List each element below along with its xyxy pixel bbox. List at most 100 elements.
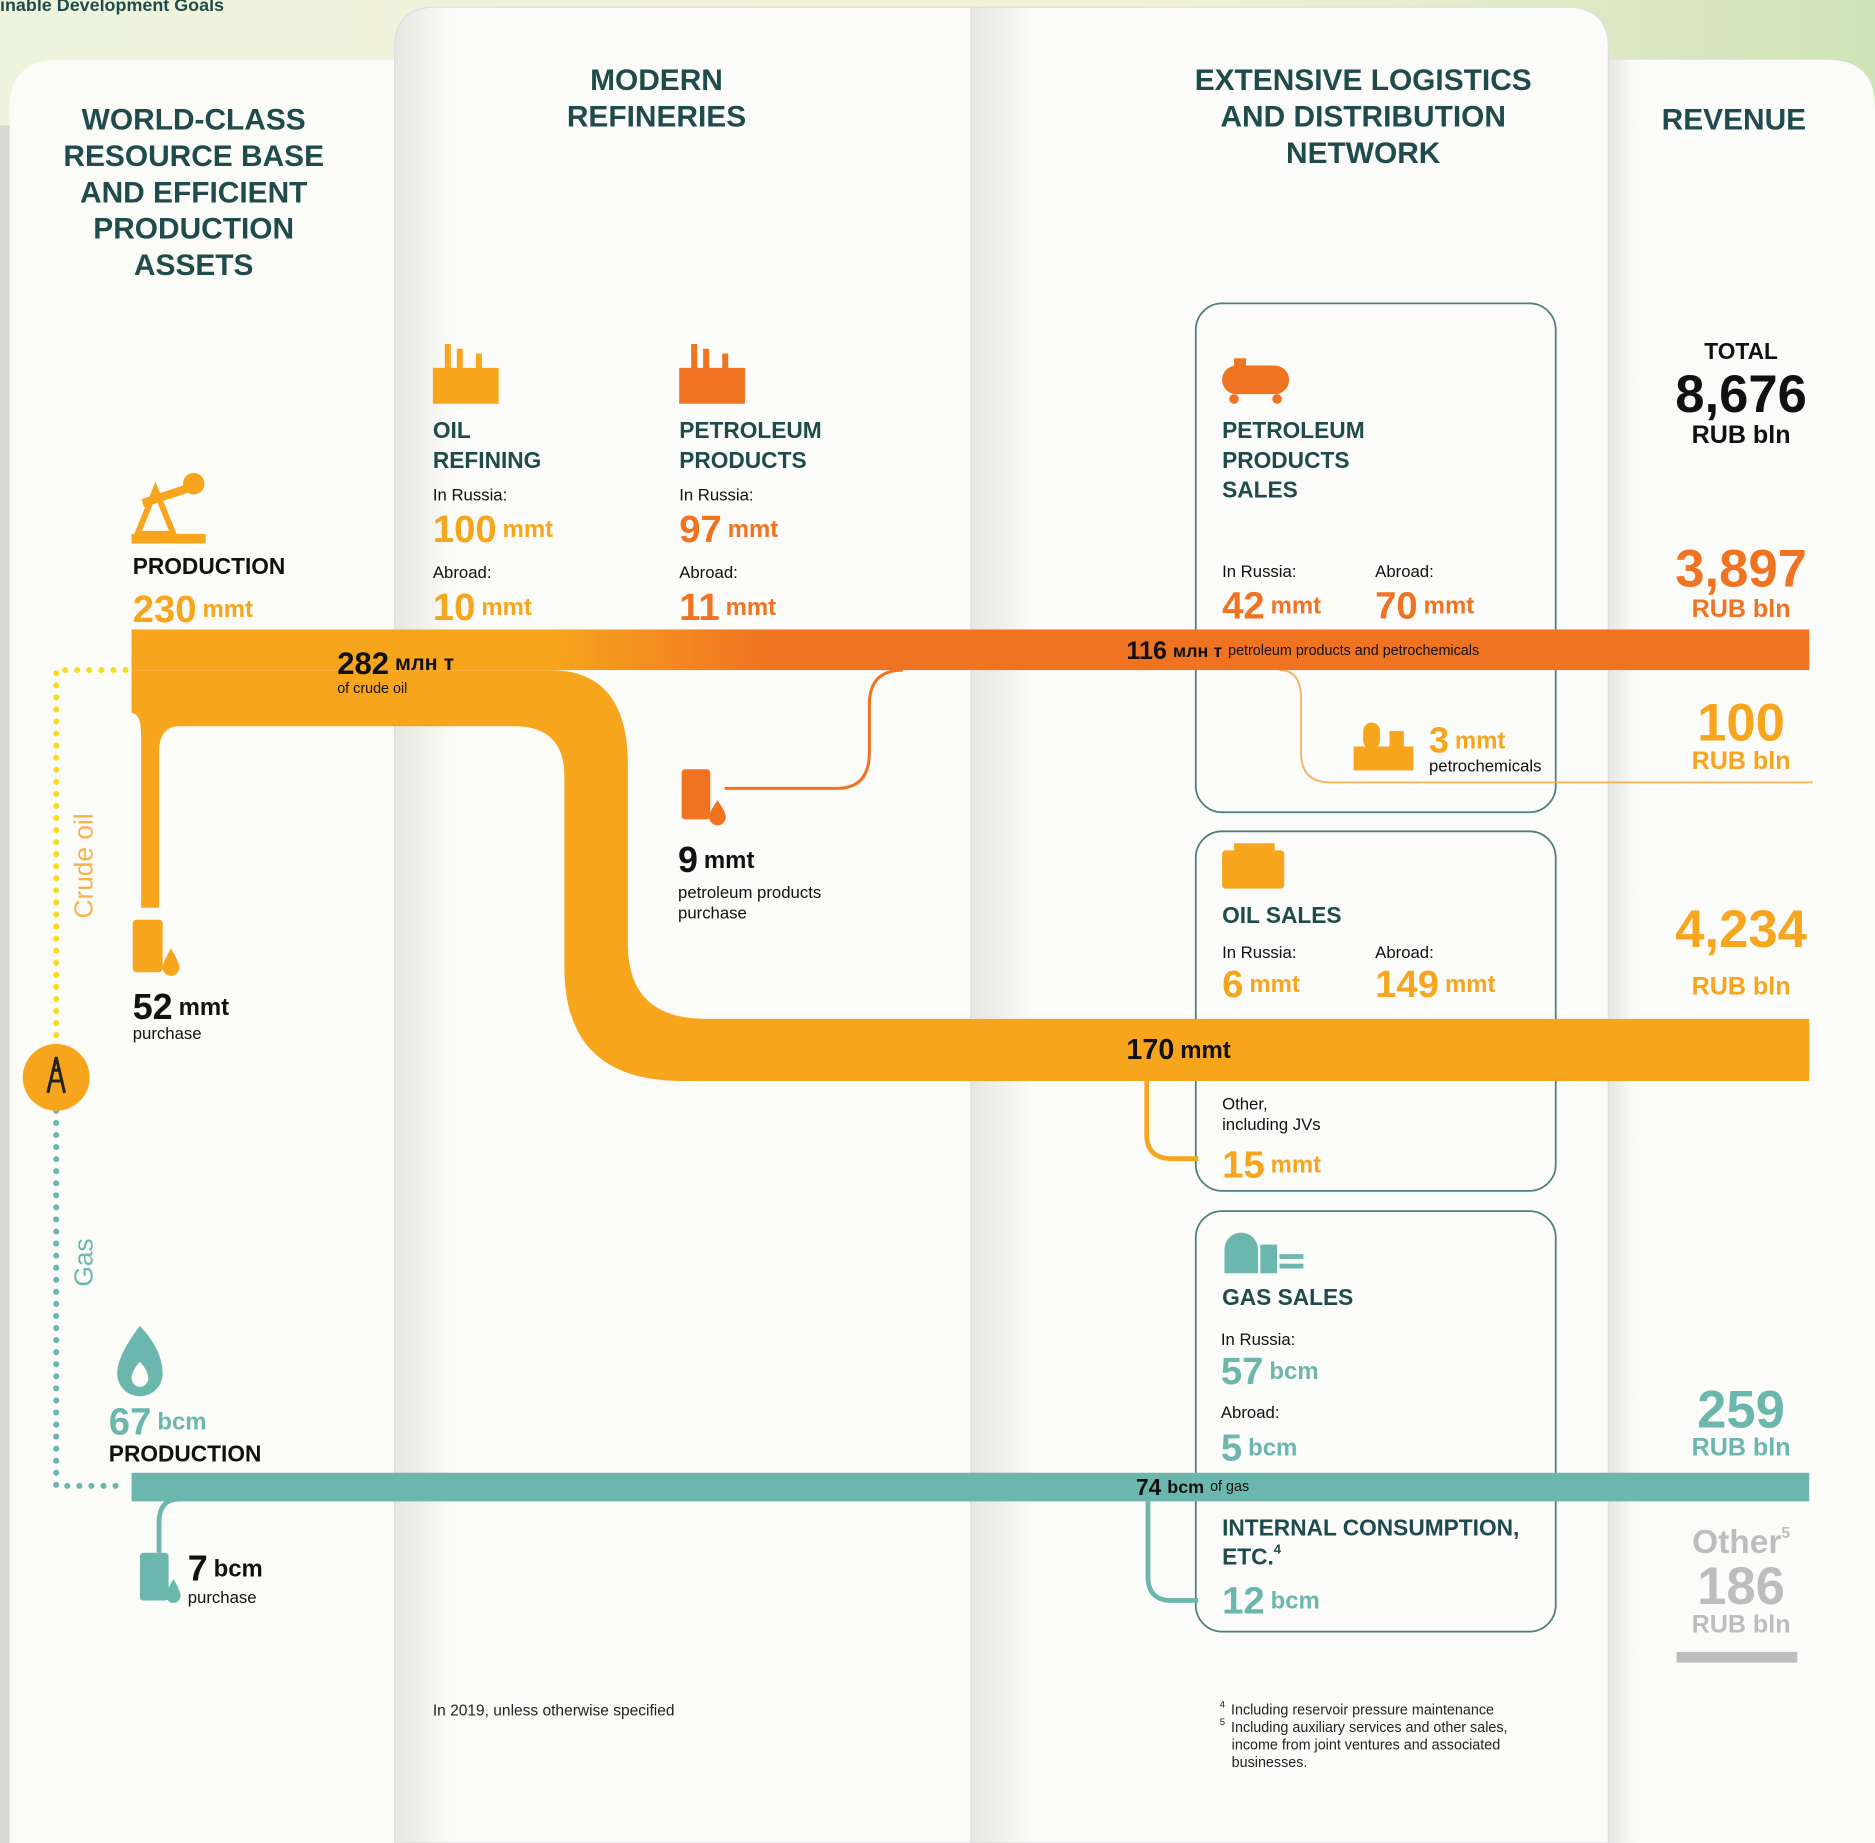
- label: GAS SALES: [1222, 1284, 1353, 1310]
- label-part: PRODUCTION: [133, 553, 286, 579]
- revenue-unit: RUB bln: [1692, 595, 1791, 623]
- header-part: inable Development Goals: [0, 0, 224, 15]
- factory-icon: [432, 343, 499, 404]
- value-part: 9: [678, 840, 698, 880]
- flow-value: 74 bcm of gas: [1136, 1474, 1249, 1500]
- revenue-unit: RUB bln: [1692, 1610, 1791, 1638]
- value-part: 11: [679, 585, 719, 628]
- caption: of crude oil: [337, 681, 407, 697]
- revenue-unit: RUB bln: [1692, 421, 1791, 449]
- label-part: PRODUCTS: [1222, 447, 1349, 473]
- value-part: bcm: [1269, 1358, 1318, 1385]
- gas-flow: [131, 1472, 1810, 1502]
- caption-part: petrochemicals: [1429, 756, 1542, 775]
- rig-icon: [46, 1056, 67, 1094]
- value-part: mmt: [503, 516, 554, 543]
- revenue-value-part: 8,676: [1675, 365, 1807, 424]
- rig-icon: [22, 1043, 90, 1111]
- crude-flow: [131, 670, 1810, 1081]
- revenue-value-part: 259: [1697, 1380, 1785, 1439]
- footnote: businesses.: [1232, 1755, 1308, 1771]
- revenue-value: 100: [1697, 693, 1785, 752]
- plant-icon: [1353, 722, 1414, 771]
- column-title: REVENUE: [1662, 103, 1806, 136]
- label-part: 5: [1781, 1525, 1790, 1542]
- value: 3 mmt: [1429, 721, 1505, 761]
- dotted-line: [53, 1107, 129, 1489]
- caption: Abroad:: [1221, 1402, 1280, 1421]
- flow-value-part: млн т: [1173, 641, 1222, 661]
- column-title: RESOURCE BASE: [63, 139, 324, 172]
- value-part: mmt: [179, 993, 230, 1020]
- flow-value: 116 млн т petroleum products and petrochem…: [1126, 637, 1479, 665]
- box: [1194, 1210, 1557, 1633]
- value-part: 52: [133, 987, 173, 1027]
- value-part: mmt: [704, 846, 755, 873]
- value-part: 70: [1375, 584, 1418, 627]
- caption: In Russia:: [433, 485, 507, 504]
- caption: In Russia:: [1222, 561, 1296, 580]
- label: REFINING: [433, 447, 541, 473]
- column-title-part: ASSETS: [134, 249, 254, 282]
- label: PETROLEUM: [1222, 417, 1365, 443]
- value-part: 12: [1222, 1579, 1265, 1622]
- dotted-line: [53, 667, 129, 1049]
- note: In 2019, unless otherwise specified: [433, 1702, 675, 1719]
- value-part: mmt: [728, 516, 779, 543]
- value: 67 bcm: [109, 1400, 207, 1443]
- label-part: INTERNAL CONSUMPTION,: [1222, 1515, 1519, 1541]
- revenue-value-part: 4,234: [1675, 900, 1807, 959]
- value-part: 7: [188, 1548, 208, 1588]
- revenue-value-part: 3,897: [1675, 539, 1807, 598]
- panel: [970, 6, 1609, 1843]
- value-part: 15: [1222, 1143, 1265, 1186]
- footnote-part: 4: [1220, 1699, 1226, 1710]
- value-part: 57: [1221, 1350, 1264, 1393]
- label-part: 4: [1274, 1541, 1282, 1556]
- footnote: 4 Including reservoir pressure maintenanc…: [1220, 1699, 1494, 1718]
- label-part: PETROLEUM: [679, 417, 822, 443]
- footnote: income from joint ventures and associate…: [1232, 1738, 1501, 1754]
- flow-label: Crude oil: [69, 813, 99, 918]
- revenue-unit-part: RUB bln: [1692, 595, 1791, 623]
- flow-value-part: 74: [1136, 1474, 1162, 1500]
- value-part: 149: [1375, 963, 1439, 1006]
- value-part: mmt: [726, 593, 777, 620]
- tank-icon: [1222, 843, 1285, 889]
- flow-value: 282 млн т: [337, 645, 454, 680]
- flow-label-part: Gas: [69, 1238, 99, 1286]
- value-part: 3: [1429, 721, 1449, 761]
- flow-value-part: of gas: [1210, 1479, 1249, 1495]
- caption-part: including JVs: [1222, 1114, 1321, 1133]
- revenue-unit: RUB bln: [1692, 1434, 1791, 1462]
- product-flow: [131, 629, 1810, 671]
- label-part: OIL: [433, 417, 471, 443]
- revenue-value-part: 100: [1697, 693, 1785, 752]
- label: SALES: [1222, 477, 1298, 503]
- caption-part: In Russia:: [1221, 1329, 1295, 1348]
- revenue-unit-part: RUB bln: [1692, 1434, 1791, 1462]
- caption: In Russia:: [1221, 1329, 1295, 1348]
- flow-value-part: млн т: [395, 651, 454, 675]
- value-part: 42: [1222, 584, 1265, 627]
- label: OIL SALES: [1222, 902, 1341, 928]
- value: 7 bcm: [188, 1548, 263, 1588]
- caption: Abroad:: [1375, 561, 1434, 580]
- value: 52 mmt: [133, 987, 229, 1027]
- label: PRODUCTS: [679, 447, 806, 473]
- label-part: OIL SALES: [1222, 902, 1341, 928]
- label: Other5: [1692, 1524, 1790, 1561]
- flow-value-part: mmt: [1180, 1036, 1231, 1063]
- caption-part: In Russia:: [433, 485, 507, 504]
- label: ETC.4: [1222, 1541, 1282, 1569]
- value-part: mmt: [203, 596, 254, 623]
- value: 70 mmt: [1375, 584, 1474, 627]
- value-part: bcm: [1271, 1587, 1320, 1614]
- label-part: ETC.: [1222, 1543, 1274, 1569]
- flow-line: [1144, 1080, 1199, 1161]
- value-part: mmt: [1445, 971, 1496, 998]
- value-part: 97: [679, 508, 722, 551]
- column-title: EXTENSIVE LOGISTICS: [1195, 64, 1532, 97]
- panel: [394, 6, 972, 1843]
- revenue-value: 3,897: [1675, 539, 1807, 598]
